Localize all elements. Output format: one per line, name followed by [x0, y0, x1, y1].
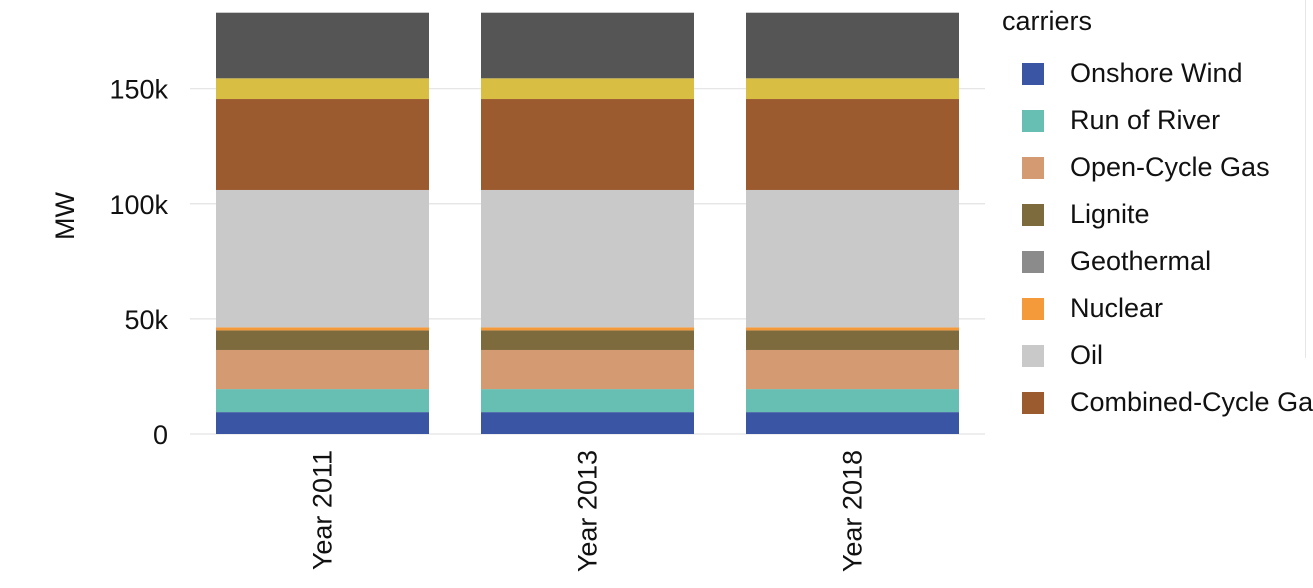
legend-label: Onshore Wind [1070, 58, 1243, 88]
y-tick-label: 0 [153, 420, 168, 450]
legend-title: carriers [1002, 6, 1093, 36]
bar-segment-combined-cycle-gas [746, 99, 959, 190]
legend-label: Lignite [1070, 199, 1150, 229]
legend-item: Nuclear [1022, 285, 1313, 332]
legend-swatch [1022, 156, 1044, 179]
bar-segment-series-8 [216, 78, 429, 100]
x-tick-label: Year 2013 [573, 450, 603, 572]
legend-swatch [1022, 344, 1044, 367]
legend-item: Onshore Wind [1022, 50, 1313, 97]
bar-segment-lignite [216, 330, 429, 350]
legend-swatch [1022, 203, 1044, 226]
bar-segment-series-9 [746, 12, 959, 79]
bar-segment-oil [746, 189, 959, 328]
bar-segment-series-8 [746, 78, 959, 100]
x-tick-label: Year 2011 [308, 450, 338, 570]
bar-segment-series-8 [481, 78, 694, 100]
bar-segment-oil [216, 189, 429, 328]
legend-label: Run of River [1070, 105, 1221, 135]
legend-item: Geothermal [1022, 238, 1313, 285]
legend-item: Run of River [1022, 97, 1313, 144]
bar-segment-run-of-river [746, 389, 959, 413]
legend-divider [1305, 0, 1306, 358]
legend-swatch [1022, 297, 1044, 320]
legend: Onshore Wind Run of River Open-Cycle Gas Li… [1022, 50, 1313, 426]
bar-segment-combined-cycle-gas [216, 99, 429, 190]
legend-item: Lignite [1022, 191, 1313, 238]
bar-segment-oil [481, 189, 694, 328]
x-tick-label: Year 2018 [838, 450, 868, 572]
bar-segment-lignite [746, 330, 959, 350]
legend-label: Nuclear [1070, 293, 1164, 323]
bar-segment-run-of-river [216, 389, 429, 413]
legend-item: Oil [1022, 332, 1313, 379]
legend-item: Open-Cycle Gas [1022, 144, 1313, 191]
legend-label: Oil [1070, 340, 1103, 370]
legend-item: Combined-Cycle Gas [1022, 379, 1313, 426]
y-axis-label: MW [50, 192, 80, 240]
x-axis-ticks: Year 2011 Year 2013 Year 2018 [308, 450, 868, 572]
legend-label: Open-Cycle Gas [1070, 152, 1270, 182]
legend-swatch [1022, 391, 1044, 414]
legend-label: Combined-Cycle Gas [1070, 387, 1313, 417]
y-tick-label: 100k [109, 190, 168, 220]
bar-segment-nuclear [746, 327, 959, 331]
bar-segment-open-cycle-gas [746, 349, 959, 390]
bar-segment-open-cycle-gas [216, 349, 429, 390]
y-axis-ticks: 0 50k 100k 150k [109, 75, 168, 450]
bar-segment-onshore-wind [746, 412, 959, 434]
bar-segment-series-9 [216, 12, 429, 79]
bar-segment-combined-cycle-gas [481, 99, 694, 190]
y-tick-label: 50k [124, 305, 168, 335]
legend-swatch [1022, 62, 1044, 85]
bar-segment-onshore-wind [216, 412, 429, 434]
bar-segment-series-9 [481, 12, 694, 79]
legend-swatch [1022, 250, 1044, 273]
bar-segment-nuclear [216, 327, 429, 331]
bar-segment-run-of-river [481, 389, 694, 413]
legend-swatch [1022, 109, 1044, 132]
bar-segment-onshore-wind [481, 412, 694, 434]
bar-segment-nuclear [481, 327, 694, 331]
legend-label: Geothermal [1070, 246, 1212, 276]
bar-segment-open-cycle-gas [481, 349, 694, 390]
bar-segment-lignite [481, 330, 694, 350]
y-tick-label: 150k [109, 75, 168, 105]
bars [216, 12, 959, 434]
